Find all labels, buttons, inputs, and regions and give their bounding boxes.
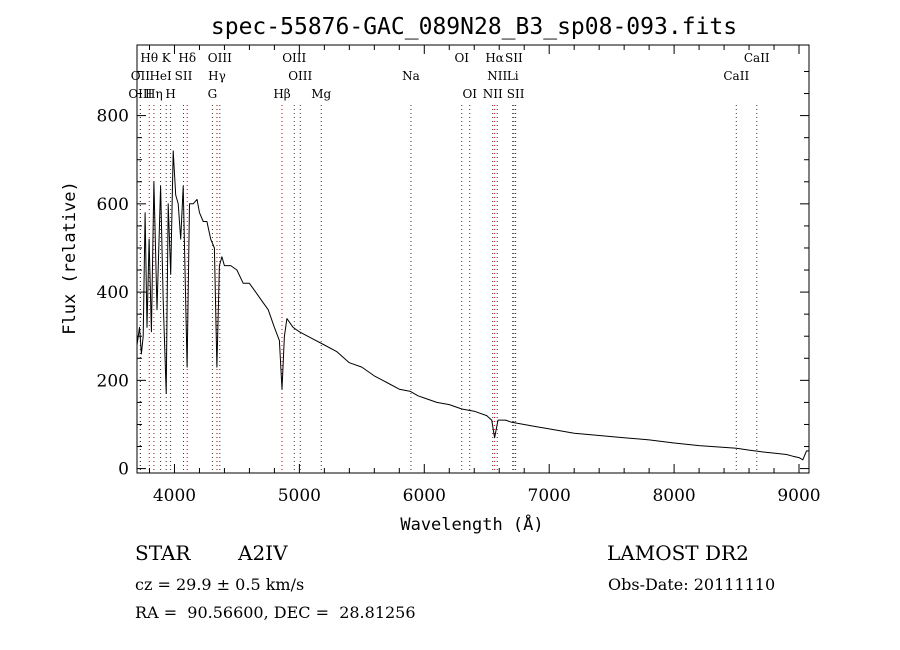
survey-name: LAMOST DR2 — [607, 541, 749, 565]
y-tick-label: 0 — [118, 460, 129, 480]
line-label: Hβ — [273, 87, 290, 101]
line-label: Mg — [311, 87, 331, 101]
y-tick-label: 400 — [97, 283, 129, 303]
spectrum-series — [136, 150, 809, 461]
redshift-text: cz = 29.9 ± 0.5 km/s — [135, 575, 305, 594]
plot-axes: 4000 5000 6000 7000 8000 9000 0 200 400 600 800 — [97, 44, 821, 506]
line-label: SII — [507, 87, 525, 101]
line-label: OI — [454, 51, 469, 65]
x-tick-label: 7000 — [528, 486, 571, 506]
plot-frame — [136, 44, 810, 474]
object-subclass: A2IV — [238, 541, 288, 565]
x-tick-label: 5000 — [278, 486, 321, 506]
line-label: OIII — [288, 69, 312, 83]
x-tick-label: 9000 — [777, 486, 820, 506]
x-tick-label: 6000 — [403, 486, 446, 506]
line-label: OIII — [208, 51, 232, 65]
line-label: CaII — [723, 69, 749, 83]
line-label: K — [162, 51, 172, 65]
y-tick-label: 800 — [97, 107, 129, 127]
y-axis-label: Flux (relative) — [60, 181, 80, 335]
line-label: SII — [175, 69, 193, 83]
chart-title: spec-55876-GAC_089N28_B3_sp08-093.fits — [211, 14, 737, 40]
observation-date: Obs-Date: 20111110 — [608, 575, 776, 594]
line-label: Hη — [145, 87, 163, 101]
line-label: SII — [505, 51, 523, 65]
line-label: OIII — [282, 51, 306, 65]
line-label: OI — [462, 87, 477, 101]
x-axis-label: Wavelength (Å) — [400, 513, 543, 535]
line-label: NII — [483, 87, 503, 101]
line-label: Hθ — [140, 51, 158, 65]
line-label: Hγ — [208, 69, 226, 83]
line-label: G — [208, 87, 218, 101]
y-tick-label: 600 — [97, 195, 129, 215]
x-tick-label: 8000 — [652, 486, 695, 506]
line-label: Hδ — [178, 51, 196, 65]
line-label: H — [165, 87, 175, 101]
line-label: CaII — [744, 51, 770, 65]
line-label: HeI — [149, 69, 172, 83]
line-label: Na — [402, 69, 420, 83]
spectrum-line — [136, 150, 809, 461]
line-label: Li — [507, 69, 519, 83]
line-label: NII — [487, 69, 507, 83]
y-tick-label: 200 — [97, 371, 129, 391]
line-label: Hα — [485, 51, 504, 65]
x-tick-label: 4000 — [153, 486, 196, 506]
coordinates-text: RA = 90.56600, DEC = 28.81256 — [135, 603, 416, 622]
line-label: OII — [131, 69, 151, 83]
object-class: STAR — [135, 541, 191, 565]
